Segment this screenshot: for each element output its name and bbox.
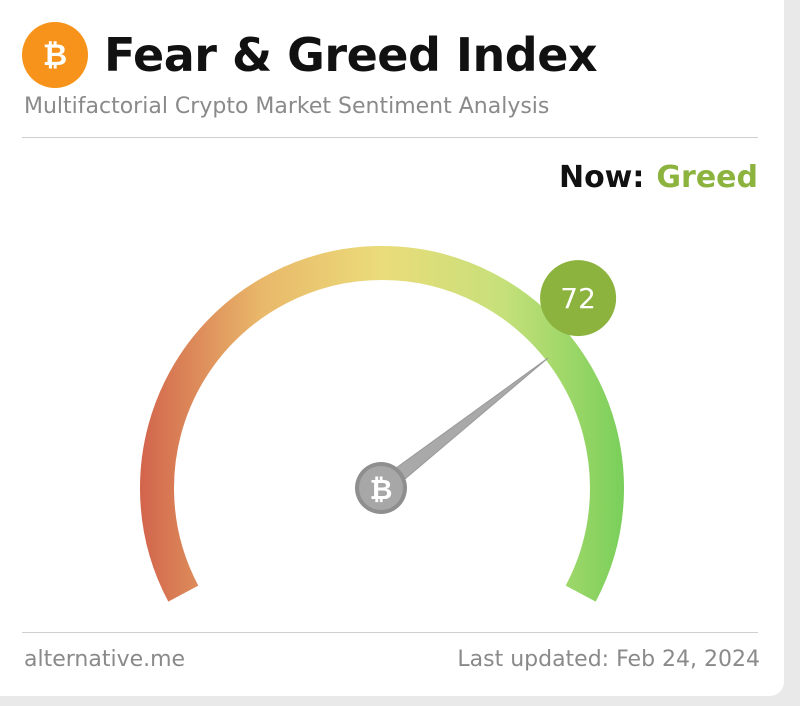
page-title: Fear & Greed Index <box>104 28 598 82</box>
bitcoin-icon: ₿ <box>22 22 88 88</box>
value-badge: 72 <box>540 260 617 337</box>
index-value: 72 <box>560 282 596 315</box>
last-updated: Last updated: Feb 24, 2024 <box>457 647 760 672</box>
gauge-hub: ₿ <box>355 462 407 514</box>
current-sentiment: Now: Greed <box>559 160 758 196</box>
svg-text:₿: ₿ <box>43 38 67 73</box>
sentiment-gauge: ₿ 72 <box>140 246 624 602</box>
footer-divider <box>22 632 758 633</box>
now-label: Now: <box>558 160 645 195</box>
source-link[interactable]: alternative.me <box>24 647 186 672</box>
fear-greed-card: ₿ Fear & Greed Index Multifactorial Cryp… <box>0 0 784 696</box>
header-divider <box>22 137 758 138</box>
header: ₿ Fear & Greed Index <box>22 22 598 88</box>
page-subtitle: Multifactorial Crypto Market Sentiment A… <box>24 94 550 119</box>
gauge-arc <box>140 246 624 602</box>
sentiment-classification: Greed <box>656 160 758 195</box>
bitcoin-icon: ₿ <box>370 473 393 506</box>
